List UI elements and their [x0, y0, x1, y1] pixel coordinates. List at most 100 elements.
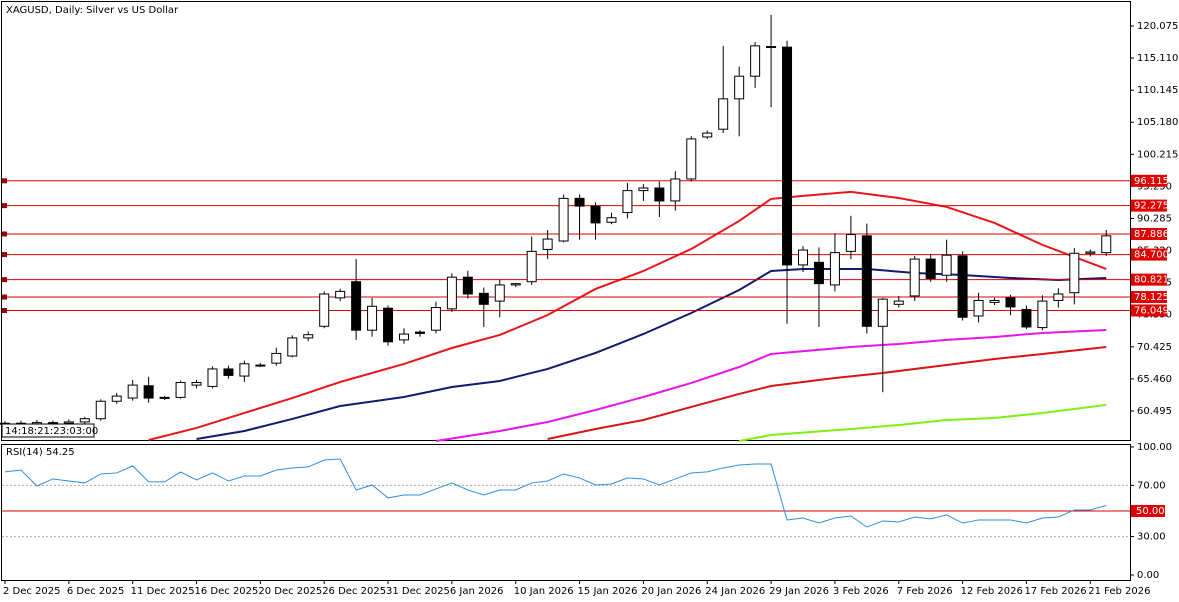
rsi-title: RSI(14) 54.25 [6, 447, 75, 458]
y-tick-label: 110.145 [1137, 85, 1178, 96]
candle-body [223, 368, 234, 376]
level-label-box [1131, 227, 1167, 240]
rsi-level-label: 50.00 [1136, 506, 1165, 517]
candle-body [973, 299, 984, 317]
moving-average [547, 345, 1107, 440]
candle-body [798, 249, 808, 266]
candle-body [47, 422, 58, 425]
candle-body [1069, 252, 1080, 294]
candle-body [638, 187, 649, 192]
candle-body [861, 235, 872, 327]
candle-body [383, 307, 394, 343]
level-label: 80.821 [1134, 275, 1169, 286]
x-tick-label: 17 Feb 2026 [1024, 586, 1086, 597]
rsi-tick-label: 0.00 [1137, 570, 1159, 581]
candle-body [367, 305, 378, 331]
level-marker [2, 252, 7, 258]
candle-body [255, 364, 266, 367]
candle-body [1021, 308, 1032, 328]
candle-body [782, 46, 793, 266]
x-tick-label: 7 Feb 2026 [897, 586, 953, 597]
candle-body [893, 300, 904, 305]
candle-body [478, 292, 489, 305]
rsi-tick-label: 70.00 [1137, 480, 1166, 491]
x-tick-label: 12 Feb 2026 [961, 586, 1023, 597]
candle-body [239, 363, 250, 377]
candle-body [909, 258, 920, 297]
candle-body [143, 385, 154, 399]
candle-body [399, 333, 409, 341]
candle-body [558, 197, 569, 242]
candle-body [622, 190, 633, 214]
y-tick-label: 65.460 [1137, 374, 1172, 385]
candle-body [1053, 293, 1064, 301]
level-label-box [1131, 304, 1167, 317]
candle-body [127, 384, 138, 399]
chart-title: XAGUSD, Daily: Silver vs US Dollar [6, 5, 179, 16]
rsi-level-box [1131, 504, 1165, 517]
candle-body [654, 187, 665, 202]
y-tick-label: 70.425 [1137, 342, 1172, 353]
moving-average [196, 267, 1107, 440]
candle-body [989, 299, 1000, 303]
candle-body [159, 396, 170, 399]
time-label: 14:18:21:23:03:00 [5, 426, 98, 437]
candle-body [813, 261, 824, 285]
level-label-box [1131, 174, 1167, 187]
level-label-box [1131, 199, 1167, 212]
candle-body [351, 281, 362, 331]
candle-body [925, 258, 936, 279]
candle-body [303, 334, 314, 339]
candle-body [1037, 300, 1048, 329]
y-tick-label: 100.215 [1137, 149, 1178, 160]
candle-body [877, 298, 888, 327]
candle-body [462, 276, 473, 295]
level-label: 87.886 [1134, 229, 1169, 240]
x-tick-label: 3 Feb 2026 [833, 586, 889, 597]
x-tick-label: 10 Jan 2026 [514, 586, 574, 597]
candle-body [510, 283, 521, 286]
candle-body [319, 293, 330, 327]
y-tick-label: 60.495 [1137, 406, 1172, 417]
level-marker [2, 203, 7, 209]
x-tick-label: 24 Jan 2026 [705, 586, 765, 597]
candle-body [590, 205, 601, 224]
level-marker [2, 231, 7, 237]
x-tick-label: 26 Dec 2025 [322, 586, 386, 597]
moving-average [738, 403, 1107, 442]
x-tick-label: 2 Dec 2025 [3, 586, 61, 597]
level-marker [2, 294, 7, 300]
x-tick-label: 6 Jan 2026 [450, 586, 504, 597]
candle-body [111, 395, 122, 402]
candle-body [271, 352, 282, 364]
candle-body [79, 418, 90, 423]
x-tick-label: 15 Jan 2026 [578, 586, 638, 597]
rsi-tick-label: 30.00 [1137, 532, 1166, 543]
x-tick-label: 16 Dec 2025 [195, 586, 259, 597]
x-tick-label: 21 Feb 2026 [1088, 586, 1150, 597]
candle-body [287, 337, 298, 357]
level-label-box [1131, 248, 1167, 261]
level-label: 78.125 [1134, 292, 1169, 303]
candle-body [430, 307, 441, 331]
candle-body [606, 217, 617, 223]
candle-body [702, 132, 713, 138]
candle-body [1005, 297, 1016, 308]
candle-body [335, 290, 346, 299]
main-panel [1, 1, 1131, 441]
y-tick-label: 105.180 [1137, 117, 1178, 128]
candle-body [63, 421, 74, 424]
level-label: 96.115 [1134, 176, 1169, 187]
candle-body [414, 331, 425, 334]
x-tick-label: 6 Dec 2025 [67, 586, 125, 597]
moving-average [148, 190, 1107, 442]
candle-body [686, 138, 697, 180]
time-label-box [1, 423, 95, 438]
candle-body [446, 276, 457, 310]
candle-body [574, 197, 585, 207]
candle-body [526, 250, 537, 283]
x-tick-label: 11 Dec 2025 [131, 586, 195, 597]
candle-body [957, 255, 968, 318]
level-label: 92.275 [1134, 201, 1169, 212]
